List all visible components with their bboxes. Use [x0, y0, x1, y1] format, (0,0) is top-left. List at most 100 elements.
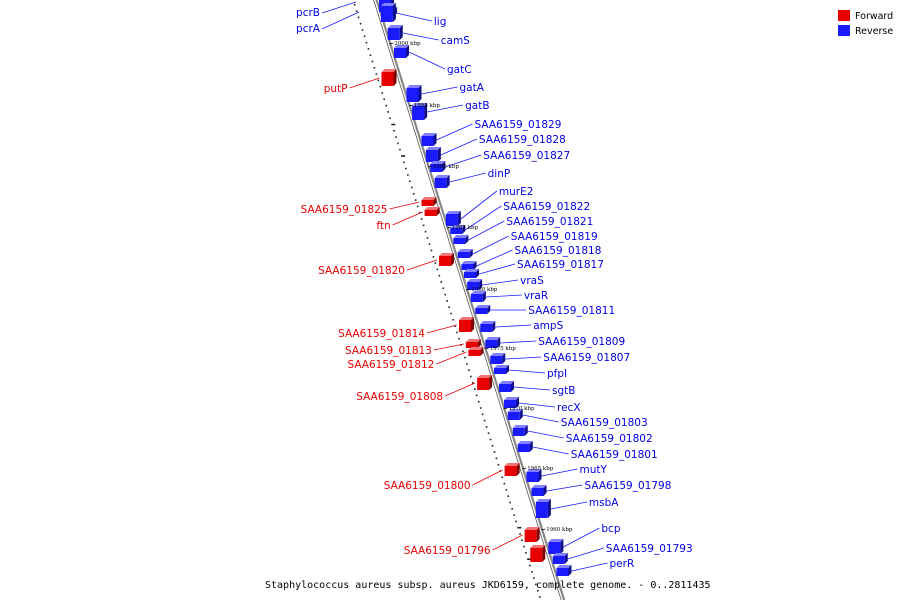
reverse-gene[interactable] [556, 565, 572, 576]
label-leader [518, 402, 556, 408]
tick-label: 1985 kbp [452, 225, 479, 231]
forward-gene[interactable] [421, 197, 437, 206]
label-leader [485, 294, 522, 298]
track-dot [432, 256, 435, 258]
reverse-gene[interactable] [504, 397, 519, 408]
reverse-gene-label: SAA6159_01827 [483, 150, 570, 162]
reverse-gene[interactable] [430, 161, 446, 172]
reverse-gene[interactable] [434, 175, 450, 188]
tick-mark [522, 467, 527, 470]
reverse-gene[interactable] [467, 279, 483, 290]
forward-gene[interactable] [439, 253, 454, 266]
track-dot [434, 262, 437, 264]
forward-gene-label: putP [324, 83, 348, 95]
forward-gene[interactable] [424, 207, 440, 216]
reverse-gene-label: SAA6159_01821 [506, 216, 593, 228]
label-leader [472, 235, 509, 255]
reverse-gene[interactable] [453, 235, 469, 244]
track-dot [371, 60, 374, 63]
legend-label: Forward [855, 11, 893, 22]
track-dot [483, 419, 486, 422]
track-dot [503, 482, 506, 485]
label-leader [389, 201, 420, 210]
reverse-gene[interactable] [494, 365, 509, 374]
reverse-gene-label: msbA [589, 497, 619, 509]
track-dot [535, 583, 537, 586]
reverse-gene[interactable] [480, 321, 496, 332]
track-dot [538, 596, 541, 598]
reverse-gene[interactable] [461, 261, 477, 270]
reverse-gene-label: ampS [533, 320, 563, 332]
reverse-gene[interactable] [485, 337, 501, 348]
reverse-gene[interactable] [425, 147, 441, 162]
reverse-gene[interactable] [470, 291, 486, 302]
label-leader [402, 32, 439, 41]
reverse-gene[interactable] [380, 3, 396, 22]
reverse-gene-label: murE2 [499, 186, 534, 198]
forward-legend-swatch [838, 10, 850, 21]
reverse-gene[interactable] [490, 353, 506, 364]
track-dot [509, 501, 512, 504]
track-dot [452, 319, 454, 321]
reverse-gene[interactable] [450, 225, 466, 234]
forward-gene-label: SAA6159_01808 [356, 391, 443, 403]
reverse-gene[interactable] [526, 469, 542, 482]
reverse-gene[interactable] [387, 25, 403, 40]
reverse-gene-label: SAA6159_01811 [528, 305, 615, 317]
reverse-gene[interactable] [475, 305, 491, 314]
reverse-gene[interactable] [548, 539, 564, 554]
track-dot [361, 29, 364, 31]
reverse-gene[interactable] [552, 553, 568, 564]
track-dot [418, 211, 421, 214]
tick-mark [484, 347, 489, 350]
reverse-gene-label: gatA [460, 82, 485, 94]
reverse-gene[interactable] [507, 409, 523, 420]
reverse-gene[interactable] [421, 133, 437, 146]
tick-mark [466, 288, 471, 291]
track-dot [475, 394, 478, 397]
forward-gene[interactable] [465, 339, 481, 348]
reverse-gene-label: gatC [447, 64, 472, 76]
reverse-gene-label: SAA6159_01818 [515, 245, 602, 257]
track-dot [458, 337, 460, 340]
track-dot [511, 508, 513, 510]
track-dot [446, 300, 449, 302]
track-dot [399, 148, 401, 151]
reverse-gene[interactable] [535, 499, 551, 518]
reverse-gene[interactable] [517, 441, 533, 452]
track-dot [407, 174, 409, 176]
forward-gene[interactable] [477, 375, 493, 390]
track-dot [515, 520, 517, 523]
legend-label: Reverse [855, 26, 893, 37]
reverse-legend-swatch [838, 25, 850, 36]
reverse-gene[interactable] [457, 249, 473, 258]
track-dot [359, 22, 362, 25]
forward-gene[interactable] [530, 545, 546, 562]
track-dot [397, 142, 399, 145]
reverse-gene-label: vraS [520, 275, 544, 287]
axis-highlight [372, 0, 565, 600]
forward-gene[interactable] [381, 69, 397, 86]
reverse-gene[interactable] [531, 485, 547, 496]
reverse-gene[interactable] [512, 425, 528, 436]
reverse-gene[interactable] [499, 381, 514, 392]
tick-label: 2000 kbp [394, 41, 421, 47]
track-dot [409, 180, 411, 182]
reverse-gene[interactable] [412, 103, 428, 120]
reverse-gene[interactable] [406, 85, 422, 102]
track-dot [403, 161, 405, 164]
track-dot [481, 413, 484, 416]
track-dot [487, 432, 490, 434]
forward-gene[interactable] [468, 347, 484, 356]
forward-gene[interactable] [504, 463, 520, 476]
track-dot [525, 552, 527, 554]
forward-gene[interactable] [459, 317, 474, 332]
forward-gene[interactable] [524, 527, 540, 542]
reverse-gene[interactable] [445, 211, 461, 226]
reverse-gene[interactable] [464, 269, 479, 278]
reverse-gene-label: SAA6159_01807 [543, 352, 630, 364]
reverse-gene[interactable] [394, 45, 409, 58]
reverse-gene-label: SAA6159_01798 [585, 480, 672, 492]
reverse-gene-label: pfpI [547, 368, 567, 380]
